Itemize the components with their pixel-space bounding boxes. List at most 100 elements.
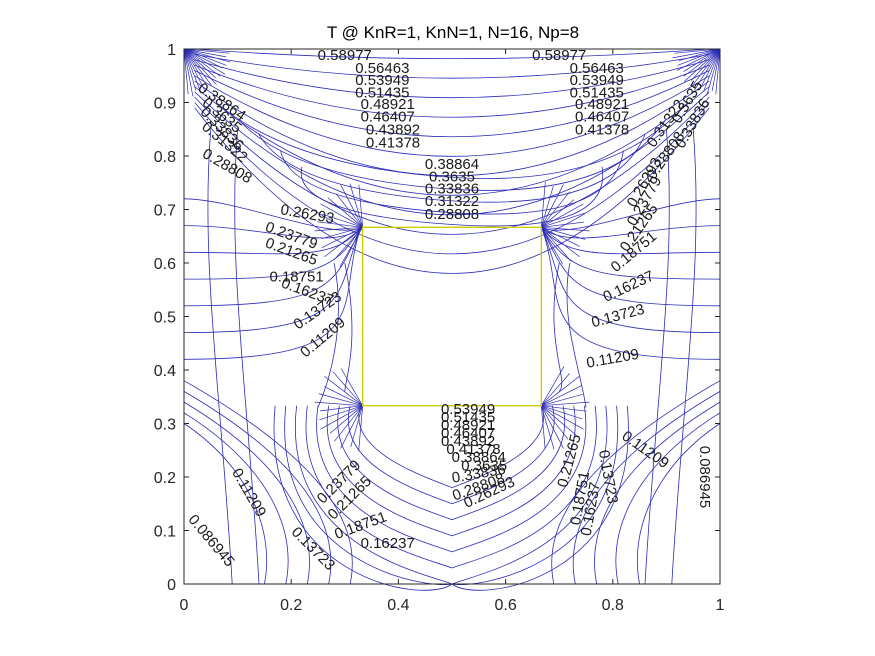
contour-line xyxy=(194,70,710,138)
contour-line xyxy=(674,48,721,54)
contour-line xyxy=(321,213,363,228)
contour-label: 0.41378 xyxy=(446,441,500,458)
contour-line xyxy=(183,48,226,75)
contour-line xyxy=(541,221,584,228)
contour-line xyxy=(183,380,353,585)
contour-label: 0.16237 xyxy=(361,535,415,552)
contour-line xyxy=(183,48,197,91)
contour-line xyxy=(183,48,216,79)
contour-line xyxy=(541,393,583,407)
contour-line xyxy=(183,48,212,86)
contour-line xyxy=(594,401,721,585)
contour-line xyxy=(541,405,587,412)
y-axis: 0 0.1 0.2 0.3 0.4 0.5 0.6 0.7 0.8 0.9 1 xyxy=(154,42,720,594)
x-tick-label: 0.6 xyxy=(494,597,516,614)
contour-label: 0.26293 xyxy=(279,201,335,227)
contour-line xyxy=(320,405,363,430)
contour-line xyxy=(615,412,721,585)
contour-line xyxy=(451,405,587,553)
contour-line xyxy=(300,166,604,227)
y-tick-label: 0.8 xyxy=(154,149,176,166)
contour-line xyxy=(451,405,544,489)
contour-label: 0.56463 xyxy=(570,60,624,77)
contour-line xyxy=(644,129,670,585)
contour-line xyxy=(294,405,453,585)
contour-label: 0.53949 xyxy=(355,72,409,89)
contour-line xyxy=(451,405,608,585)
contour-line xyxy=(183,412,289,585)
contour-line xyxy=(329,405,363,434)
contour-line xyxy=(183,227,362,360)
contour-line xyxy=(183,48,194,97)
contour-line xyxy=(711,48,721,92)
contour-label: 0.48921 xyxy=(361,96,415,113)
contour-line xyxy=(572,391,721,585)
contour-line xyxy=(194,59,710,99)
contour-label: 0.58977 xyxy=(532,47,586,64)
contour-line xyxy=(451,405,597,569)
y-tick-label: 1 xyxy=(167,42,176,59)
contour-line xyxy=(183,48,221,77)
chart-title: T @ KnR=1, KnN=1, N=16, Np=8 xyxy=(327,23,579,42)
contour-label: 0.46407 xyxy=(441,425,495,442)
contour-label: 0.41378 xyxy=(575,121,629,138)
contour-line xyxy=(327,197,363,228)
contour-label: 0.51435 xyxy=(441,409,495,426)
contour-line xyxy=(451,405,566,521)
contour-label: 0.51435 xyxy=(570,84,624,101)
contour-line xyxy=(183,198,362,231)
y-tick-label: 0 xyxy=(167,577,176,594)
contour-label: 0.16237 xyxy=(600,267,656,305)
contour-line xyxy=(677,48,721,66)
contour-line xyxy=(320,203,363,228)
contour-line xyxy=(207,129,233,585)
contour-label: 0.28808 xyxy=(425,206,479,223)
contour-line xyxy=(183,48,207,86)
y-tick-label: 0.5 xyxy=(154,310,176,327)
contour-line xyxy=(332,371,363,406)
contour-label: 0.51435 xyxy=(355,84,409,101)
contour-line xyxy=(194,64,710,118)
contour-line xyxy=(183,48,231,63)
y-tick-label: 0.1 xyxy=(154,524,176,541)
contour-line xyxy=(194,80,710,177)
contour-line xyxy=(553,262,563,392)
contour-line xyxy=(273,405,453,591)
contour-line xyxy=(320,405,363,412)
contour-line xyxy=(183,48,230,54)
contour-label: 0.48921 xyxy=(441,417,495,434)
contour-line xyxy=(337,405,453,521)
contour-line xyxy=(234,129,260,585)
contour-line xyxy=(541,405,577,436)
contour-label: 0.31322 xyxy=(425,193,479,210)
contour-label: 0.58977 xyxy=(318,47,372,64)
y-tick-label: 0.7 xyxy=(154,203,176,220)
contour-line xyxy=(541,373,570,406)
contour-label: 0.13723 xyxy=(288,524,338,574)
x-axis: 0 0.2 0.4 0.6 0.8 1 xyxy=(180,49,725,614)
contour-line xyxy=(690,48,721,81)
contour-line xyxy=(358,184,363,228)
contour-label: 0.3635 xyxy=(429,168,475,185)
contour-line xyxy=(700,48,721,88)
contour-line xyxy=(541,226,590,232)
contour-line xyxy=(451,405,576,537)
contour-label: 0.11209 xyxy=(228,466,269,520)
contour-label: 0.38864 xyxy=(452,449,506,466)
contour-line xyxy=(706,48,721,96)
contour-line xyxy=(541,405,546,449)
contour-line xyxy=(194,102,710,255)
obstacle-square xyxy=(361,226,543,407)
contour-line xyxy=(703,48,721,92)
contour-line xyxy=(316,405,453,553)
contour-line xyxy=(194,96,710,235)
contour-line xyxy=(541,191,570,228)
contour-label: 0.56463 xyxy=(355,60,409,77)
y-tick-label: 0.6 xyxy=(154,256,176,273)
y-tick-label: 0.9 xyxy=(154,96,176,113)
contour-line xyxy=(541,198,721,231)
contour-line xyxy=(541,227,580,258)
contour-line xyxy=(324,386,363,406)
contour-line xyxy=(683,48,721,77)
contour-label: 0.41378 xyxy=(366,135,420,152)
